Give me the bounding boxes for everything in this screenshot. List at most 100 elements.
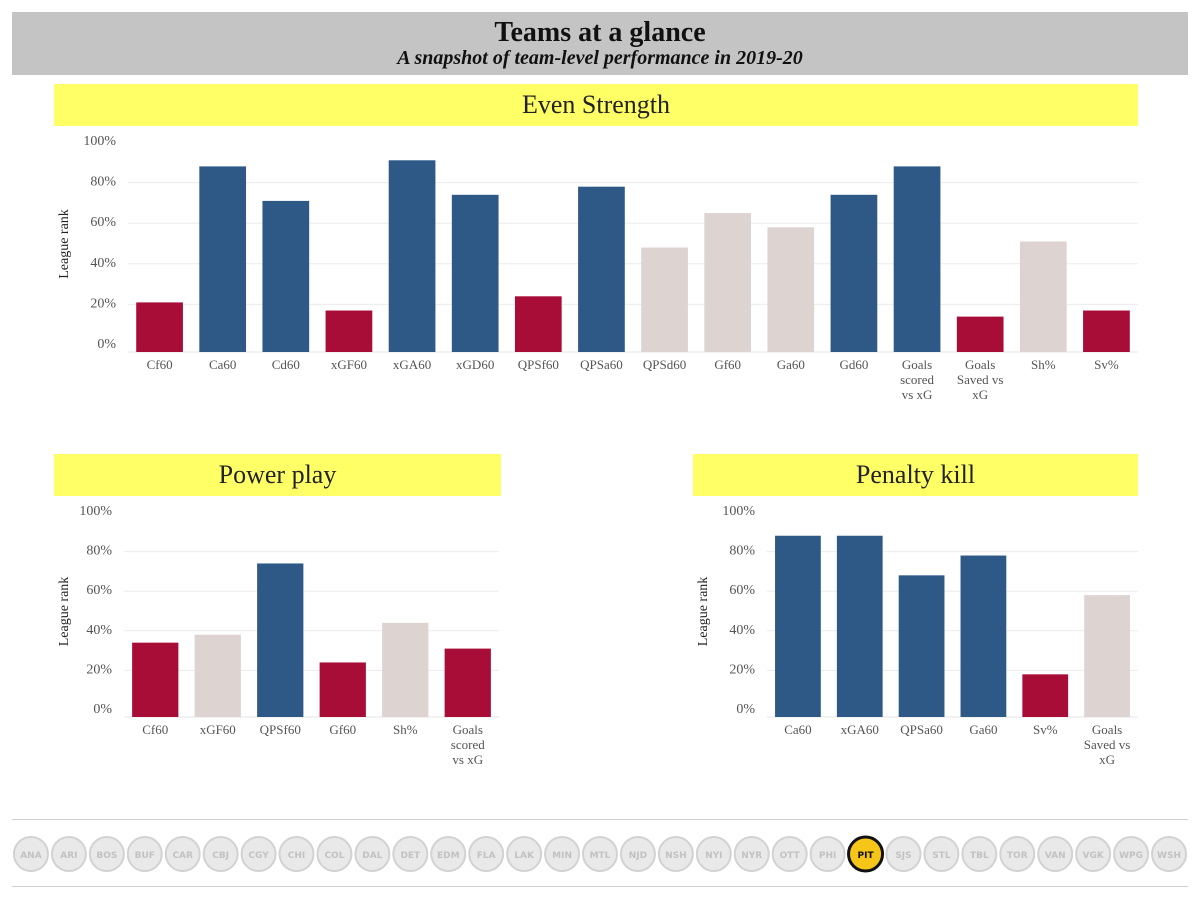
bar-goals-saved-vs-xg — [956, 316, 1004, 352]
team-logo-label: MIN — [552, 851, 572, 861]
team-logo-icon[interactable]: VGK — [1075, 836, 1112, 872]
team-logo-icon[interactable]: ARI — [50, 836, 87, 872]
team-logo-label: NSH — [665, 851, 687, 861]
team-logo-shape — [202, 836, 239, 872]
team-logo-icon[interactable]: PHI — [809, 836, 846, 872]
team-logo-icon[interactable]: TOR — [999, 836, 1036, 872]
penalty-kill-chart: 0% 20% 40% 60% 80% 100% League rank Ca60 xGA60 QP… — [696, 504, 1138, 767]
team-logo-label: CBJ — [212, 851, 229, 861]
team-logo-icon[interactable]: COL — [316, 836, 353, 872]
y-tick-label: 0% — [93, 702, 112, 717]
x-tick-label: Gf60 — [714, 357, 741, 372]
bar-ca60 — [199, 166, 247, 352]
team-logo-icon[interactable]: MTL — [582, 836, 618, 872]
team-logo-shape — [809, 836, 846, 872]
x-tick-label: Cf60 — [147, 357, 173, 372]
power-play-title: Power play — [54, 454, 501, 496]
team-logo-label: STL — [932, 851, 951, 861]
y-axis-label: League rank — [696, 577, 711, 647]
team-logo-label: FLA — [477, 851, 496, 861]
team-logo-icon[interactable]: STL — [923, 836, 960, 872]
y-tick-label: 0% — [736, 702, 755, 717]
x-tick-label: Sh% — [1031, 357, 1056, 372]
team-logo-shape — [619, 836, 656, 872]
team-logo-shape — [50, 836, 87, 872]
y-tick-label: 60% — [86, 583, 112, 598]
team-logo-shape — [12, 836, 49, 872]
power-play-chart: 0% 20% 40% 60% 80% 100% League rank Cf60 xGF60 QP… — [57, 504, 499, 767]
team-logo-shape — [961, 836, 998, 872]
team-logo-label: DET — [400, 851, 421, 861]
x-tick-label: QPSf60 — [260, 722, 301, 737]
team-logo-icon[interactable]: WSH — [1151, 836, 1188, 872]
even-strength-title: Even Strength — [54, 84, 1138, 126]
x-tick-label: Cf60 — [142, 722, 168, 737]
x-tick-label: Ca60 — [209, 357, 236, 372]
x-tick-label: xGF60 — [331, 357, 367, 372]
team-logo-shape — [126, 836, 163, 872]
team-logo-icon[interactable]: MIN — [544, 836, 581, 872]
bar-qpsd60 — [641, 247, 688, 352]
y-tick-label: 20% — [729, 662, 755, 677]
team-logo-icon[interactable]: NJD — [619, 836, 656, 872]
team-logo-icon[interactable]: BUF — [126, 836, 163, 872]
team-logo-icon[interactable]: LAK — [506, 836, 543, 872]
team-logo-icon[interactable]: NYR — [733, 836, 770, 872]
team-logo-icon[interactable]: NSH — [657, 836, 694, 872]
x-tick-label: Sv% — [1094, 357, 1119, 372]
x-tick-label: Ca60 — [784, 722, 811, 737]
team-logo-icon[interactable]: NYI — [695, 836, 732, 872]
team-logo-shape — [885, 836, 922, 872]
x-tick-label: Goals Saved vs xG — [1084, 722, 1131, 767]
x-tick-label: QPSd60 — [643, 357, 686, 372]
x-tick-label: Sh% — [393, 722, 418, 737]
team-logo-icon[interactable]: PIT — [847, 835, 885, 873]
team-logo-icon[interactable]: WPG — [1113, 836, 1150, 872]
team-logo-label: CGY — [248, 851, 269, 861]
team-logo-label: DAL — [362, 851, 382, 861]
bar-sv- — [1083, 310, 1130, 352]
bar-cf60 — [132, 642, 179, 717]
team-logo-label: CHI — [288, 851, 306, 861]
team-logo-icon[interactable]: FLA — [468, 836, 505, 872]
team-logo-icon[interactable]: CAR — [164, 836, 201, 872]
team-logo-icon[interactable]: ANA — [12, 836, 49, 872]
team-logo-shape — [733, 836, 770, 872]
x-tick-label: Goals scored vs xG — [900, 357, 934, 402]
team-logo-icon[interactable]: BOS — [88, 836, 125, 872]
bar-qpsf60 — [257, 563, 304, 717]
bar-qpsa60 — [578, 186, 625, 352]
team-logo-icon[interactable]: CBJ — [202, 836, 239, 872]
team-logo-icon[interactable]: DET — [392, 836, 429, 872]
y-tick-label: 20% — [90, 296, 116, 311]
team-logo-icon[interactable]: CGY — [240, 836, 277, 872]
team-logo-shape — [1113, 836, 1150, 872]
team-logo-shape — [88, 836, 125, 872]
x-tick-label: Gf60 — [329, 722, 356, 737]
page-title: Teams at a glance — [494, 17, 706, 48]
y-tick-label: 100% — [79, 504, 112, 519]
team-logo-label: WSH — [1157, 851, 1181, 861]
bar-gf60 — [704, 213, 752, 352]
team-logo-icon[interactable]: CHI — [278, 836, 315, 872]
team-logo-shape — [316, 836, 353, 872]
x-tick-label: Ga60 — [969, 722, 997, 737]
team-logo-label: ARI — [60, 851, 77, 861]
team-logo-icon[interactable]: EDM — [430, 836, 467, 872]
page-subtitle: A snapshot of team-level performance in … — [397, 47, 803, 69]
team-logo-label: VGK — [1082, 851, 1104, 861]
team-logo-icon[interactable]: TBL — [961, 836, 998, 872]
y-tick-label: 0% — [97, 337, 116, 352]
team-logo-icon[interactable]: OTT — [771, 836, 808, 872]
team-logo-icon[interactable]: DAL — [354, 836, 391, 872]
bar-sv- — [1022, 674, 1069, 717]
team-logo-icon[interactable]: VAN — [1037, 836, 1074, 872]
penalty-kill-title: Penalty kill — [693, 454, 1138, 496]
team-logo-label: TBL — [970, 851, 989, 861]
bar-goals-scored-vs-xg — [893, 166, 941, 352]
team-logo-icon[interactable]: SJS — [885, 836, 922, 872]
x-tick-label: xGA60 — [841, 722, 879, 737]
y-tick-label: 100% — [722, 504, 755, 519]
team-logo-shape — [923, 836, 960, 872]
team-logo-shape — [999, 836, 1036, 872]
